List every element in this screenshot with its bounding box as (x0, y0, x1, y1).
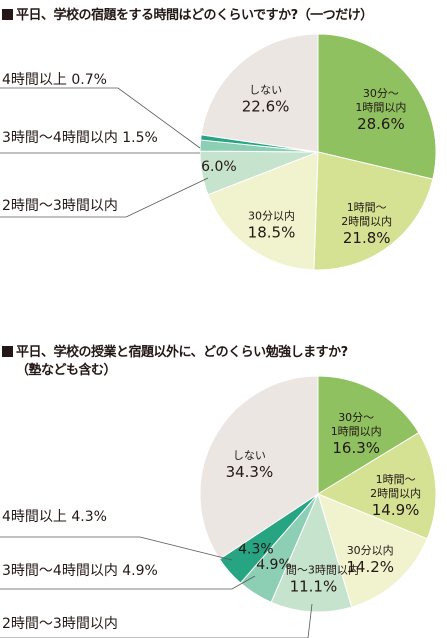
slice-label: 2時間以内 (341, 214, 392, 228)
callout-label: 2時間～3時間以内 (2, 198, 118, 214)
slice-label: 2時間以内 (370, 486, 421, 500)
pie-slice-30分以内 (317, 493, 428, 608)
chart-1-title: 平日、学校の宿題をする時間はどのくらいですか?（一つだけ） (2, 4, 373, 23)
slice-value-label: 16.3% (332, 439, 380, 457)
pie-chart-2: 30分～1時間以内16.3%1時間～2時間以内14.9%30分以内14.2%2時… (0, 375, 437, 638)
pie-slice-30分～-1時間以内 (317, 375, 420, 495)
chart-2-title-line2: （塾なども含む） (16, 363, 117, 378)
callout-line (0, 87, 201, 149)
slice-value-label: 4.3% (238, 541, 274, 557)
callout-label: 4時間以上 0.7% (2, 72, 107, 88)
slice-label: 1時間～ (376, 473, 416, 486)
slice-label: しない (249, 83, 282, 96)
pie-slice-30分～-1時間以内 (317, 33, 437, 180)
pie-slice-1時間～-2時間以内 (313, 151, 434, 271)
slice-value-label: 14.2% (346, 558, 394, 576)
slice-label: 30分～ (338, 411, 374, 424)
pie-slice-しない (200, 33, 319, 153)
slice-value-label: 21.8% (343, 229, 391, 247)
slice-label: 30分～ (363, 87, 399, 100)
slice-label: 1時間～ (347, 201, 387, 214)
pie-slice-しない (199, 375, 319, 560)
callout-line (0, 177, 209, 218)
callout-label: 3時間～4時間以内 4.9% (2, 563, 158, 579)
callout-label: 4時間以上 4.3% (2, 509, 107, 525)
pie-slice-30分以内 (207, 151, 319, 271)
square-bullet-icon (2, 9, 13, 20)
slice-label: 1時間以内 (355, 100, 406, 114)
slice-label: 30分以内 (248, 208, 295, 222)
chart-2-title-text: 平日、学校の授業と宿題以外に、どのくらい勉強しますか? (16, 345, 348, 360)
slice-value-label: 22.6% (242, 97, 290, 115)
slice-label: 2時間～3時間以内 (268, 563, 359, 577)
callout-label: 2時間～3時間以内 (2, 616, 118, 632)
chart-1-title-text: 平日、学校の宿題をする時間はどのくらいですか?（一つだけ） (16, 8, 373, 23)
slice-value-label: 28.6% (357, 115, 405, 133)
slice-value-label: 6.0% (201, 159, 237, 175)
slice-value-label: 4.9% (256, 557, 292, 573)
slice-value-label: 18.5% (248, 223, 296, 241)
callout-label: 3時間～4時間以内 1.5% (2, 130, 158, 146)
slice-value-label: 11.1% (290, 578, 338, 596)
callout-line (0, 536, 233, 561)
chart-2-title: 平日、学校の授業と宿題以外に、どのくらい勉強しますか? (2, 341, 348, 360)
square-bullet-icon (2, 346, 13, 357)
slice-label: 1時間以内 (331, 424, 382, 438)
slice-label: しない (233, 449, 266, 462)
callout-line (0, 575, 256, 590)
slice-value-label: 34.3% (226, 463, 274, 481)
pie-slice-1時間～-2時間以内 (316, 431, 437, 540)
slice-value-label: 14.9% (372, 501, 420, 519)
slice-label: 30分以内 (347, 543, 394, 557)
callout-line (0, 603, 313, 638)
